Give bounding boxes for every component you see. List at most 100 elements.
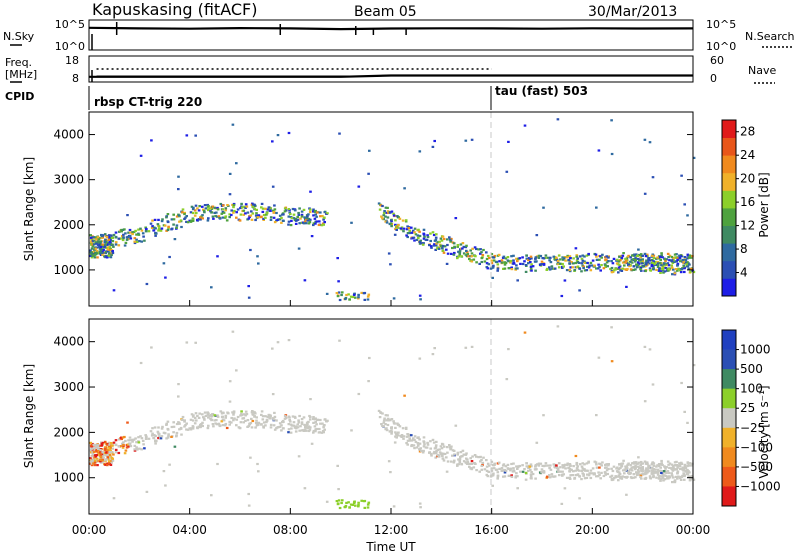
power-point	[446, 238, 449, 241]
velocity-point	[653, 470, 656, 473]
velocity-point	[287, 431, 290, 434]
velocity-point	[630, 462, 634, 465]
velocity-point	[282, 420, 285, 423]
power-point	[384, 206, 388, 209]
velocity-point	[386, 417, 390, 420]
velocity-point	[686, 468, 689, 472]
velocity-point	[583, 469, 587, 472]
velocity-point	[600, 471, 603, 474]
velocity-point	[529, 473, 533, 476]
velocity-point	[678, 467, 682, 471]
velocity-point	[178, 428, 181, 431]
velocity-point	[510, 462, 513, 466]
power-point	[267, 206, 271, 209]
power-point	[245, 205, 249, 208]
velocity-point	[93, 447, 96, 450]
power-point	[561, 262, 564, 266]
power-point	[386, 216, 390, 219]
power-point	[105, 246, 109, 249]
power-point	[678, 260, 682, 263]
velocity-point	[500, 467, 504, 470]
power-point	[120, 228, 123, 232]
velocity-point	[426, 443, 430, 446]
velocity-point	[417, 436, 420, 439]
velocity-point	[110, 442, 113, 445]
velocity-point	[483, 468, 487, 471]
power-point	[560, 294, 564, 298]
power-point	[633, 254, 637, 257]
power-point	[490, 253, 494, 256]
velocity-point	[472, 466, 476, 469]
velocity-point	[132, 438, 136, 441]
power-point	[90, 241, 93, 244]
power-point	[588, 264, 591, 267]
velocity-point	[586, 473, 589, 476]
velocity-point	[92, 451, 96, 454]
velocity-point	[671, 469, 675, 472]
velocity-point	[639, 460, 643, 464]
power-point	[446, 252, 450, 255]
power-point	[199, 216, 202, 219]
power-point	[235, 211, 238, 214]
power-point	[610, 260, 613, 263]
velocity-point	[155, 440, 158, 443]
velocity-point	[542, 465, 546, 468]
power-point	[295, 219, 298, 222]
velocity-point	[275, 419, 278, 422]
power-point	[121, 238, 125, 242]
power-point	[214, 214, 217, 218]
velocity-point	[152, 437, 156, 440]
power-point	[385, 211, 389, 214]
power-point	[659, 270, 663, 273]
power-point	[655, 257, 658, 260]
power-point	[244, 206, 247, 209]
velocity-point	[121, 442, 124, 445]
power-point	[465, 249, 468, 252]
power-point	[668, 259, 671, 262]
velocity-point	[689, 475, 693, 478]
power-point	[418, 240, 422, 244]
power-point	[191, 211, 195, 215]
power-point	[540, 260, 544, 263]
power-point	[242, 209, 246, 212]
velocity-point	[673, 480, 677, 483]
velocity-point	[96, 449, 100, 452]
velocity-point	[362, 500, 366, 503]
velocity-point	[657, 470, 660, 473]
velocity-point	[457, 458, 460, 461]
power-point	[192, 206, 195, 209]
power-point	[556, 261, 560, 264]
power-point	[103, 252, 106, 255]
velocity-point	[639, 475, 642, 479]
velocity-point	[573, 476, 577, 480]
velocity-point	[661, 472, 665, 475]
power-point	[575, 255, 578, 258]
power-point	[422, 242, 425, 245]
velocity-point	[412, 444, 416, 447]
power-point	[221, 208, 224, 211]
power-colorbar-swatch	[722, 155, 736, 174]
velocity-point	[652, 474, 655, 477]
power-point	[124, 232, 127, 235]
power-point	[230, 209, 233, 212]
velocity-point	[105, 443, 109, 446]
velocity-point	[177, 421, 181, 425]
power-point	[486, 267, 490, 270]
velocity-point	[651, 383, 655, 386]
velocity-point	[553, 475, 557, 478]
velocity-point	[290, 427, 293, 430]
velocity-point	[595, 475, 598, 478]
power-colorbar-tick-label: 12	[740, 219, 755, 233]
velocity-point	[166, 420, 170, 423]
power-point	[101, 253, 104, 256]
velocity-point	[303, 428, 307, 431]
power-point	[680, 268, 684, 271]
velocity-point	[367, 501, 371, 504]
power-point	[335, 292, 339, 295]
velocity-point	[101, 461, 104, 464]
power-point	[681, 258, 685, 262]
power-point	[94, 242, 98, 245]
power-point	[660, 264, 663, 267]
power-point	[575, 254, 579, 257]
velocity-point	[145, 435, 148, 438]
